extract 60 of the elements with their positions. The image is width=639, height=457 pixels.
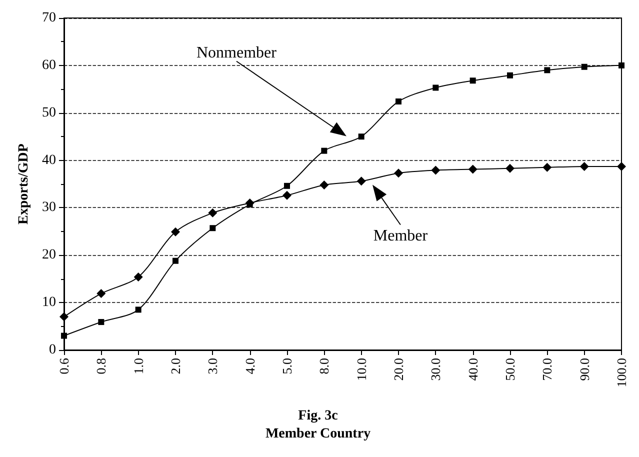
point: [507, 72, 513, 78]
point: [61, 332, 67, 339]
point: [60, 312, 68, 322]
point: [580, 162, 589, 171]
y-tick-label: 70: [42, 10, 56, 26]
point: [98, 319, 104, 326]
point: [358, 134, 364, 140]
point: [96, 289, 106, 298]
point: [544, 67, 550, 74]
point: [282, 190, 292, 200]
x-tick-label: 20.0: [391, 358, 406, 381]
text: Fig. 3c: [298, 408, 338, 424]
x-tick-label: 3.0: [205, 358, 220, 374]
legend-label: Member: [373, 228, 428, 245]
point: [618, 62, 624, 68]
point: [284, 182, 290, 189]
point: [432, 84, 439, 91]
x-tick-label: 2.0: [168, 358, 183, 374]
y-tick-label: 50: [42, 105, 56, 120]
point: [542, 162, 552, 172]
point: [208, 208, 218, 218]
point: [171, 227, 180, 236]
point: [356, 176, 366, 186]
y-tick-label: 10: [42, 295, 56, 310]
y-tick-label: 40: [42, 152, 56, 168]
point: [468, 164, 478, 174]
y-tick-label: 30: [42, 200, 56, 216]
x-tick-label: 5.0: [280, 358, 294, 374]
point: [470, 78, 476, 84]
y-tick-label: 60: [42, 58, 56, 73]
x-tick-label: 40.0: [465, 358, 480, 381]
point: [396, 98, 402, 104]
y-tick-label: 20: [42, 248, 56, 263]
point: [506, 164, 514, 173]
point: [172, 258, 178, 264]
x-tick-label: 10.0: [354, 358, 369, 381]
x-tick-label: 4.0: [242, 358, 258, 374]
point: [210, 225, 216, 232]
x-tick-label: 1.0: [130, 358, 146, 374]
point: [394, 168, 403, 178]
point: [134, 272, 143, 282]
x-tick-label: 0.6: [56, 358, 72, 374]
x-tick-label: 100.0: [614, 358, 629, 388]
point: [135, 306, 142, 313]
x-tick-label: 90.0: [576, 358, 592, 381]
x-tick-label: 50.0: [502, 358, 518, 381]
x-tick-label: 8.0: [316, 358, 332, 374]
point: [581, 64, 588, 70]
y-tick-label: 0: [49, 342, 56, 358]
x-tick-label: 70.0: [540, 358, 555, 381]
x-tick-label: 30.0: [428, 358, 444, 381]
text: Nonmember: [196, 44, 278, 62]
y-axis-title: Exports/GDP: [16, 143, 32, 224]
point: [320, 180, 329, 190]
point: [431, 166, 440, 175]
point: [617, 162, 626, 171]
point: [321, 148, 328, 154]
x-axis-title: Member Country: [265, 426, 371, 442]
x-tick-label: 0.8: [94, 358, 109, 374]
point: [246, 201, 253, 208]
